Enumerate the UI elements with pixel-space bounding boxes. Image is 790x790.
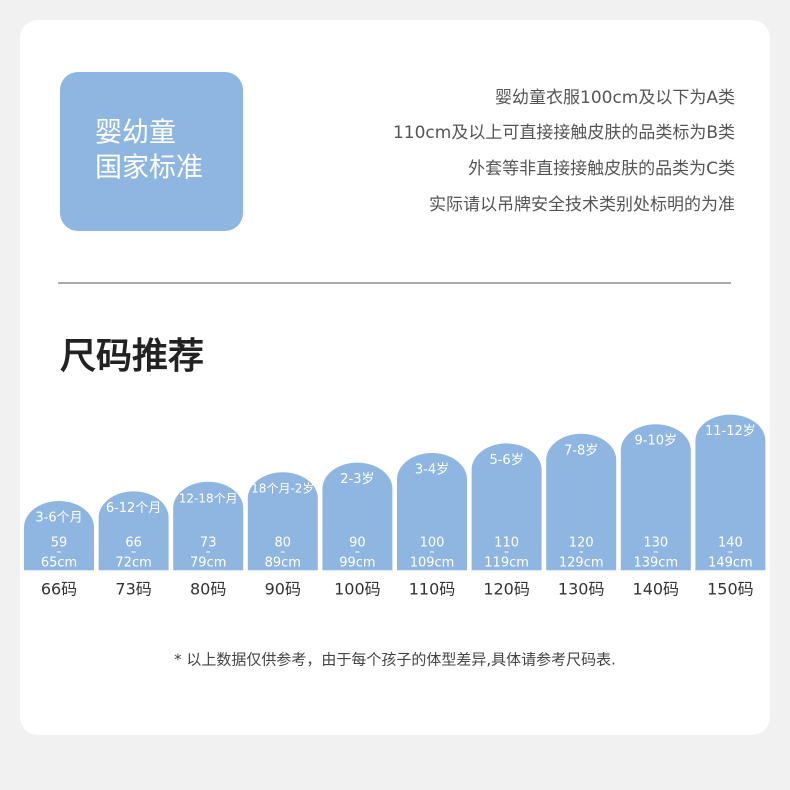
section-title: 尺码推荐 [60,336,204,377]
size-label: 100码 [334,580,381,599]
size-bar [322,462,393,571]
age-label: 7-8岁 [564,443,598,458]
note: 外套等非直接接触皮肤的品类为C类 [468,159,735,179]
size-label: 90码 [265,580,301,599]
size-label: 80码 [190,580,226,599]
size-bar [173,481,244,571]
height-high: 65cm [41,556,77,571]
size-chart: 3-6个月 59 65cm 66码 6-12个月 66 72cm 73码 12-18个月 73 79… [24,414,766,599]
height-high: 119cm [484,556,529,571]
size-label: 73码 [115,580,151,599]
age-label: 3-6个月 [35,511,82,526]
size-bar [471,443,542,571]
size-label: 140码 [633,580,680,599]
size-bar [397,453,467,571]
size-label: 110码 [409,580,456,599]
age-label: 18个月-2岁 [251,481,314,496]
badge [60,72,243,231]
height-low: 130 [643,536,668,551]
note: 婴幼童衣服100cm及以下为A类 [495,88,735,108]
height-high: 79cm [190,556,226,571]
size-bar [620,424,691,571]
footnote: * 以上数据仅供参考，由于每个孩子的体型差异,具体请参考尺码表. [174,651,616,669]
size-bar [24,501,94,571]
height-high: 109cm [410,556,455,571]
age-label: 2-3岁 [340,472,374,487]
note: 110cm及以上可直接接触皮肤的品类标为B类 [393,123,735,143]
height-low: 59 [51,536,68,551]
age-label: 9-10岁 [635,434,678,449]
height-high: 139cm [633,556,678,571]
height-low: 140 [718,536,743,551]
height-low: 110 [494,536,519,551]
size-bar [247,472,318,571]
note: 实际请以吊牌安全技术类别处标明的为准 [429,195,735,215]
age-label: 12-18个月 [179,491,238,505]
size-label: 150码 [707,580,754,599]
age-label: 6-12个月 [106,501,162,516]
age-label: 3-4岁 [415,463,449,478]
height-low: 66 [125,536,142,551]
age-label: 11-12岁 [705,424,756,439]
height-high: 89cm [265,556,301,571]
height-low: 120 [569,536,594,551]
height-high: 72cm [115,556,151,571]
badge-line: 国家标准 [95,153,203,184]
height-high: 129cm [559,556,604,571]
badge-line: 婴幼童 [95,118,176,149]
height-low: 73 [200,536,217,551]
size-label: 120码 [483,580,530,599]
size-bar [546,433,617,571]
size-bar [695,414,766,571]
height-high: 149cm [708,556,753,571]
height-low: 100 [420,536,445,551]
size-label: 66码 [41,580,77,599]
size-bar [98,491,169,571]
height-high: 99cm [339,556,375,571]
size-label: 130码 [558,580,605,599]
height-low: 90 [349,536,366,551]
height-low: 80 [275,536,292,551]
age-label: 5-6岁 [489,453,523,468]
